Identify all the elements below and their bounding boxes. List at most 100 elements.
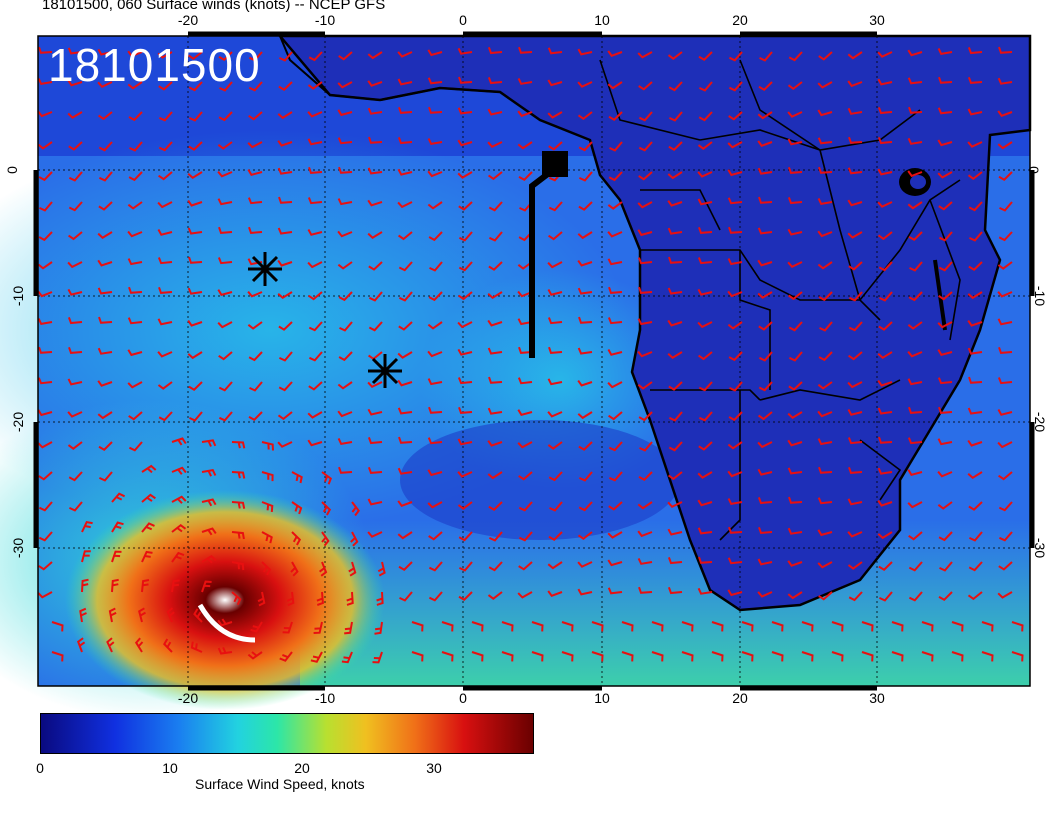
- wind-barb: [518, 501, 533, 512]
- wind-barb: [171, 437, 187, 446]
- wind-barb: [38, 46, 53, 54]
- wind-barb: [487, 141, 503, 149]
- wind-barb: [111, 550, 122, 563]
- wind-barb: [547, 317, 563, 325]
- wind-barb: [37, 290, 53, 298]
- wind-barb: [458, 406, 473, 414]
- wind-barb: [39, 201, 53, 212]
- wind-barb: [231, 591, 242, 606]
- wind-barb: [937, 438, 953, 446]
- wind-barb: [37, 261, 53, 270]
- wind-barb: [261, 531, 273, 544]
- wind-barb: [847, 437, 863, 445]
- wind-barb: [398, 436, 413, 444]
- wind-barb: [908, 531, 923, 541]
- wind-barb: [487, 591, 503, 600]
- wind-barb: [81, 578, 89, 593]
- wind-barb: [937, 349, 953, 356]
- wind-barb: [277, 140, 293, 147]
- wind-barb: [817, 81, 833, 89]
- wind-barb: [757, 140, 773, 148]
- wind-barb: [316, 591, 324, 606]
- wind-barb: [637, 381, 653, 390]
- wind-barb: [727, 197, 743, 205]
- asterisk-marker-south: [368, 354, 402, 388]
- wind-barb: [561, 651, 574, 662]
- wind-barb: [367, 531, 383, 538]
- wind-barb: [67, 441, 83, 450]
- wind-barb: [771, 621, 784, 632]
- wind-barb: [561, 621, 574, 632]
- wind-barb: [427, 350, 443, 358]
- wind-barb: [548, 231, 563, 241]
- wind-barb: [37, 409, 53, 417]
- wind-barb: [998, 46, 1013, 54]
- wind-barb: [217, 321, 233, 329]
- wind-barb: [171, 551, 185, 563]
- wind-barb: [651, 621, 664, 632]
- wind-barb: [397, 407, 413, 415]
- wind-barb: [968, 376, 983, 384]
- wind-barb: [997, 441, 1013, 449]
- wind-barb: [247, 169, 263, 176]
- wind-barb: [698, 351, 713, 361]
- wind-barb: [51, 651, 64, 662]
- wind-barb: [967, 471, 983, 480]
- wind-barb: [128, 286, 143, 294]
- wind-barb: [548, 346, 563, 354]
- wind-barb: [877, 137, 893, 145]
- wind-barb: [968, 261, 983, 271]
- colorbar-label: 20: [294, 760, 310, 776]
- wind-barb: [727, 589, 743, 597]
- wind-barb: [518, 531, 533, 542]
- wind-barb: [968, 531, 983, 542]
- wind-barb: [801, 621, 814, 632]
- wind-barb: [457, 471, 473, 478]
- wind-barb: [397, 500, 413, 508]
- wind-barb: [819, 321, 833, 332]
- wind-barb: [310, 651, 323, 663]
- wind-barb: [97, 411, 113, 420]
- wind-barb: [428, 106, 443, 114]
- wind-barb: [758, 526, 773, 534]
- wind-barb: [758, 411, 773, 421]
- wind-barb: [37, 110, 53, 118]
- wind-barb: [190, 641, 203, 653]
- wind-barb: [368, 261, 383, 271]
- wind-barb: [547, 590, 563, 597]
- wind-barb: [667, 51, 683, 60]
- wind-barb: [127, 230, 143, 238]
- wind-barb: [218, 351, 233, 361]
- wind-barb: [607, 381, 623, 389]
- wind-barb: [608, 111, 623, 122]
- wind-barb: [128, 171, 143, 182]
- colorbar-label: 0: [36, 760, 44, 776]
- wind-barb: [397, 78, 413, 86]
- wind-barb: [398, 291, 413, 302]
- wind-barb: [921, 651, 934, 662]
- wind-barb: [218, 111, 233, 122]
- wind-barb: [350, 531, 359, 547]
- wind-barb: [261, 501, 274, 512]
- wind-barb: [319, 561, 328, 577]
- wind-barb: [908, 231, 923, 242]
- wind-barb: [818, 466, 833, 474]
- wind-barb: [848, 351, 863, 361]
- wind-barb: [818, 51, 833, 61]
- wind-barb: [399, 591, 413, 602]
- wind-barb: [728, 351, 743, 362]
- wind-barb: [578, 471, 593, 482]
- wind-barb: [878, 591, 893, 602]
- wind-barb: [397, 51, 413, 58]
- wind-barb: [848, 321, 863, 332]
- wind-barb: [397, 351, 413, 359]
- wind-barb: [158, 111, 173, 122]
- wind-barb: [38, 531, 53, 542]
- wind-barb: [517, 110, 533, 118]
- wind-barb: [367, 167, 383, 175]
- wind-barb: [951, 621, 964, 632]
- wind-barb: [374, 621, 383, 635]
- asterisk-marker-north: [248, 252, 282, 286]
- colorbar-title: Surface Wind Speed, knots: [195, 776, 365, 792]
- wind-barb: [201, 527, 217, 536]
